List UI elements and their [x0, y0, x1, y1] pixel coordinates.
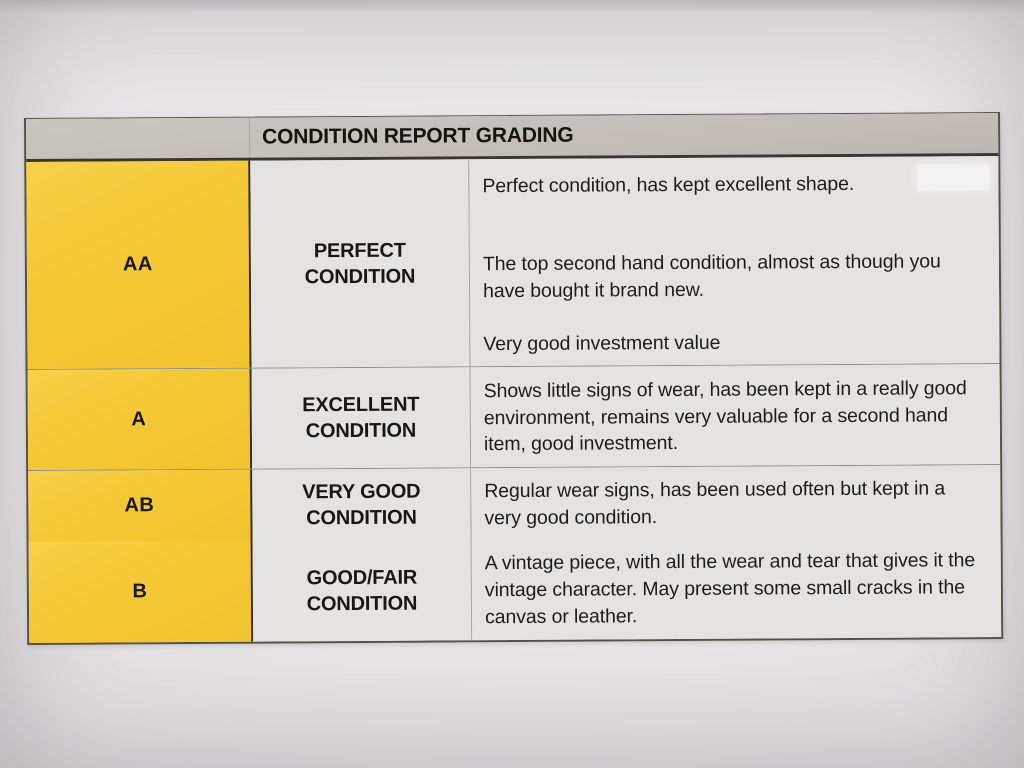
table-row-aa: AA PERFECT CONDITION Perfect condition, … [26, 156, 1000, 369]
condition-grading-table: CONDITION REPORT GRADING AA PERFECT COND… [24, 112, 1004, 645]
grade-cell-ab: AB [28, 469, 253, 543]
description-paragraph: The top second hand condition, almost as… [482, 250, 941, 303]
table-row-b: B GOOD/FAIR CONDITION A vintage piece, w… [28, 535, 1002, 643]
description-cell-a: Shows little signs of wear, has been kep… [470, 364, 1001, 468]
grade-cell-b: B [28, 540, 254, 643]
description-paragraph: A vintage piece, with all the wear and t… [484, 549, 976, 629]
grade-cell-aa: AA [26, 160, 252, 369]
table-row-a: A EXCELLENT CONDITION Shows little signs… [27, 363, 1001, 470]
condition-name-ab: VERY GOOD CONDITION [252, 468, 472, 542]
description-cell-ab: Regular wear signs, has been used often … [471, 465, 1001, 541]
condition-name-b: GOOD/FAIR CONDITION [252, 539, 473, 642]
header-empty-cell [26, 117, 251, 159]
description-paragraph: Very good investment value [483, 331, 721, 355]
table-header-row: CONDITION REPORT GRADING [26, 113, 999, 162]
table-row-ab: AB VERY GOOD CONDITION Regular wear sign… [28, 464, 1001, 543]
table-title: CONDITION REPORT GRADING [262, 123, 574, 149]
condition-name-a: EXCELLENT CONDITION [251, 367, 472, 469]
description-cell-b: A vintage piece, with all the wear and t… [471, 536, 1002, 641]
description-paragraph: Shows little signs of wear, has been kep… [483, 376, 967, 456]
description-paragraph: Perfect condition, has kept excellent sh… [482, 172, 855, 198]
condition-name-aa: PERFECT CONDITION [250, 159, 471, 368]
grade-cell-a: A [27, 368, 253, 470]
description-paragraph: Regular wear signs, has been used often … [484, 477, 946, 530]
description-cell-aa: Perfect condition, has kept excellent sh… [469, 156, 1000, 367]
